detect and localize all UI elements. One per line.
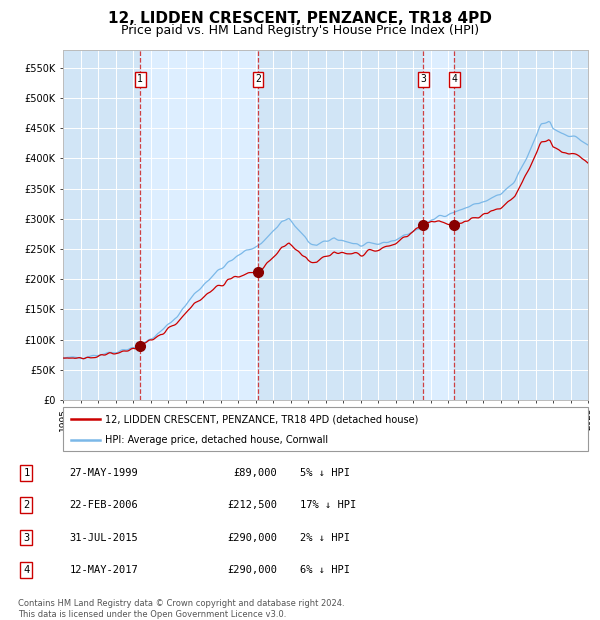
Text: 31-JUL-2015: 31-JUL-2015 <box>70 533 139 542</box>
Text: £89,000: £89,000 <box>233 468 277 478</box>
Text: 12, LIDDEN CRESCENT, PENZANCE, TR18 4PD: 12, LIDDEN CRESCENT, PENZANCE, TR18 4PD <box>108 11 492 25</box>
Bar <box>454 50 588 400</box>
Text: 6% ↓ HPI: 6% ↓ HPI <box>300 565 350 575</box>
Text: 3: 3 <box>420 74 426 84</box>
Text: 27-MAY-1999: 27-MAY-1999 <box>70 468 139 478</box>
Text: 2: 2 <box>23 500 29 510</box>
Text: 5% ↓ HPI: 5% ↓ HPI <box>300 468 350 478</box>
Text: Price paid vs. HM Land Registry's House Price Index (HPI): Price paid vs. HM Land Registry's House … <box>121 24 479 37</box>
Text: HPI: Average price, detached house, Cornwall: HPI: Average price, detached house, Corn… <box>105 435 328 445</box>
Text: 2: 2 <box>255 74 261 84</box>
Text: £290,000: £290,000 <box>227 565 277 575</box>
Text: £290,000: £290,000 <box>227 533 277 542</box>
Text: 1: 1 <box>23 468 29 478</box>
Text: 17% ↓ HPI: 17% ↓ HPI <box>300 500 356 510</box>
Bar <box>258 50 423 400</box>
Text: 12, LIDDEN CRESCENT, PENZANCE, TR18 4PD (detached house): 12, LIDDEN CRESCENT, PENZANCE, TR18 4PD … <box>105 414 418 424</box>
Text: 12-MAY-2017: 12-MAY-2017 <box>70 565 139 575</box>
Text: 2% ↓ HPI: 2% ↓ HPI <box>300 533 350 542</box>
Text: 4: 4 <box>451 74 457 84</box>
Text: £212,500: £212,500 <box>227 500 277 510</box>
FancyBboxPatch shape <box>63 407 588 451</box>
Text: Contains HM Land Registry data © Crown copyright and database right 2024.
This d: Contains HM Land Registry data © Crown c… <box>18 600 344 619</box>
Text: 4: 4 <box>23 565 29 575</box>
Text: 3: 3 <box>23 533 29 542</box>
Text: 1: 1 <box>137 74 143 84</box>
Bar <box>63 50 140 400</box>
Text: 22-FEB-2006: 22-FEB-2006 <box>70 500 139 510</box>
